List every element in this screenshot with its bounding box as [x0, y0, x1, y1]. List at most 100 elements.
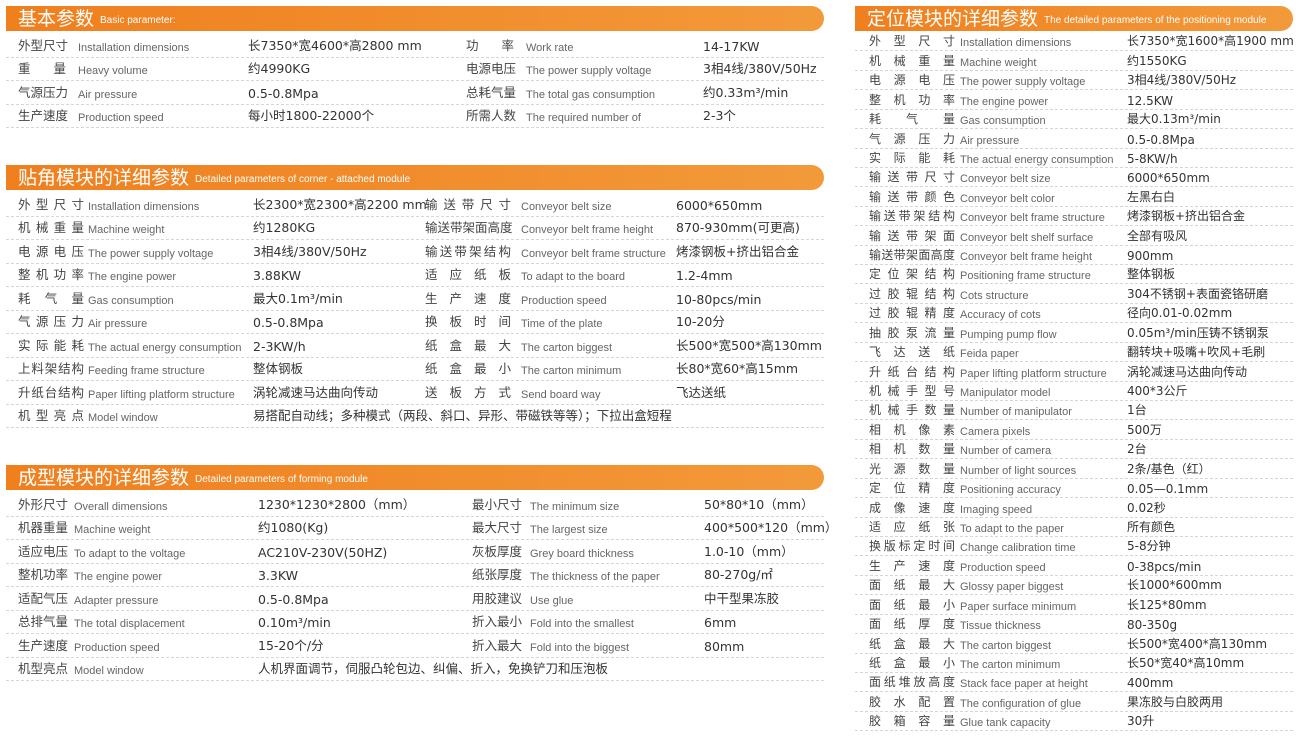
param-value: 0.05—0.1mm	[1127, 482, 1209, 497]
param-label-en: Time of the plate	[521, 318, 603, 330]
table-row: 气源压力 Air pressure 0.5-0.8Mpa 换板时间 Time of th…	[6, 311, 824, 334]
param-label-en: Heavy volume	[78, 65, 148, 78]
param-label-cn: 相机数量	[869, 442, 955, 457]
param-value: 约1280KG	[253, 220, 316, 235]
param-label-en: Manipulator model	[960, 387, 1051, 400]
param-label-cn: 外形尺寸	[18, 496, 69, 512]
table-row: 相机数量 Number of camera 2台	[855, 440, 1293, 460]
table-row: 纸盒最小 The carton minimum 长50*宽40*高10mm	[855, 654, 1293, 673]
param-value: AC210V-230V(50HZ)	[258, 544, 388, 560]
param-label-en: The minimum size	[530, 500, 620, 513]
param-value: 最大0.13m³/min	[1127, 112, 1221, 127]
param-label-en: Conveyor belt frame structure	[521, 247, 666, 260]
param-label-en: Gas consumption	[88, 294, 174, 307]
param-value: 长7350*宽4600*高2800 mm	[248, 37, 422, 53]
param-value: 400mm	[1127, 676, 1174, 691]
param-value: 3.3KW	[258, 568, 298, 583]
param-label-en: Glue tank capacity	[960, 717, 1051, 730]
table-row: 实际能耗 The actual energy consumption 2-3KW/h…	[6, 334, 824, 358]
param-label-en: Stack face paper at height	[960, 678, 1088, 691]
param-label-en: Send board way	[521, 388, 601, 401]
param-label-cn: 抽胶泵流量	[869, 325, 955, 340]
param-label-en: To adapt to the board	[521, 271, 625, 283]
table-row: 机械手型号 Manipulator model 400*3公斤	[855, 382, 1293, 402]
param-label-en: Installation dimensions	[960, 37, 1072, 50]
param-value: 0.5-0.8Mpa	[258, 591, 329, 607]
param-label-en: Air pressure	[88, 318, 148, 330]
param-label-cn: 适配气压	[18, 590, 69, 606]
table-row: 面纸堆放高度 Stack face paper at height 400mm	[855, 673, 1293, 693]
forming-module-section: 成型模块的详细参数 Detailed parameters of forming …	[6, 465, 837, 681]
param-label-cn: 电源电压	[18, 243, 84, 259]
param-label-cn: 折入最大	[472, 637, 523, 653]
param-label-cn: 外型尺寸	[18, 196, 84, 212]
param-label-en: Production speed	[74, 641, 160, 654]
param-label-cn: 整机功率	[18, 267, 84, 282]
param-label-en: Installation dimensions	[78, 41, 190, 54]
param-label-cn: 输送带架结构	[869, 209, 955, 224]
section-title-cn: 定位模块的详细参数	[867, 8, 1039, 30]
param-label-en: The power supply voltage	[960, 76, 1086, 89]
param-label-cn: 输送带架结构	[425, 243, 511, 259]
param-label-cn: 所需人数	[466, 108, 517, 124]
table-row: 定位架结构 Positioning frame structure 整体钢板	[855, 265, 1293, 285]
param-label-cn: 升纸台结构	[18, 384, 84, 400]
param-label-cn: 生产速度	[425, 290, 511, 306]
param-value: 10-80pcs/min	[676, 291, 762, 307]
param-label-cn: 定位架结构	[869, 267, 955, 282]
section-header: 成型模块的详细参数 Detailed parameters of forming …	[6, 465, 824, 490]
param-value: 0.02秒	[1127, 500, 1166, 515]
param-label-en: Conveyor belt color	[960, 192, 1055, 205]
table-row: 机械重量 Machine weight 约1280KG 输送带架面高度 Conveyor…	[6, 217, 824, 240]
param-label-cn: 耗气量	[18, 290, 84, 306]
param-value: 飞达送纸	[676, 384, 727, 400]
param-value: 2条/基色（红）	[1127, 461, 1211, 476]
table-row: 整机功率 The engine power 3.3KW 纸张厚度 The thickne…	[6, 564, 824, 587]
param-label-cn: 面纸厚度	[869, 617, 955, 632]
table-row: 输送带架面高度 Conveyor belt frame height 900mm	[855, 246, 1293, 266]
param-label-cn: 机械手数量	[869, 403, 955, 418]
param-label-cn: 面纸最小	[869, 597, 955, 612]
param-value: 5-8分钟	[1127, 539, 1171, 554]
param-value: 30升	[1127, 714, 1155, 729]
param-label-en: The actual energy consumption	[88, 341, 242, 354]
param-label-en: Production speed	[78, 112, 164, 125]
param-label-cn: 实际能耗	[18, 337, 84, 353]
param-label-en: Work rate	[526, 41, 574, 54]
table-row: 耗气量 Gas consumption 最大0.1m³/min 生产速度 Product…	[6, 287, 824, 311]
param-label-cn: 面纸堆放高度	[869, 675, 955, 690]
param-label-en: The required number of	[526, 112, 641, 125]
param-value: 0.5-0.8Mpa	[1127, 132, 1195, 147]
param-value: 1.0-10（mm）	[704, 543, 794, 559]
param-value: 易搭配自动线；多种模式（两段、斜口、异形、带磁铁等等）；下拉出盒短程	[253, 408, 672, 423]
table-row: 适应纸张 To adapt to the paper 所有颜色	[855, 518, 1293, 537]
param-value: 870-930mm(可更高)	[676, 220, 800, 235]
param-value: 1230*1230*2800（mm）	[258, 496, 416, 512]
param-value: 3相4线/380V/50Hz	[253, 243, 367, 259]
table-row: 外型尺寸 Installation dimensions 长2300*宽2300*高…	[6, 193, 824, 217]
table-row: 胶水配置 The configuration of glue 果冻胶与白胶两用	[855, 692, 1293, 712]
table-row: 适配气压 Adapter pressure 0.5-0.8Mpa 用胶建议 Use gl…	[6, 587, 824, 611]
table-row: 整机功率 The engine power 12.5KW	[855, 90, 1293, 110]
param-value: 涡轮减速马达曲向传动	[1127, 364, 1248, 379]
table-row: 升纸台结构 Paper lifting platform structure 涡轮减…	[855, 362, 1293, 382]
param-label-cn: 用胶建议	[472, 590, 523, 606]
table-row: 生产速度 Production speed 每小时1800-22000个 所需人数 Th…	[6, 105, 824, 129]
table-row: 气源压力 Air pressure 0.5-0.8Mpa	[855, 129, 1293, 149]
section-header: 定位模块的详细参数 The detailed parameters of the …	[855, 6, 1293, 31]
param-label-en: Air pressure	[78, 88, 138, 101]
table-row: 抽胶泵流量 Pumping pump flow 0.05m³/min压铸不锈钢泵	[855, 323, 1293, 343]
table-row: 胶箱容量 Glue tank capacity 30升	[855, 712, 1293, 732]
param-value: 80-270g/㎡	[704, 567, 773, 582]
param-label-en: The thickness of the paper	[530, 571, 660, 583]
param-label-cn: 气源压力	[18, 314, 84, 329]
param-label-en: The carton biggest	[960, 639, 1052, 652]
param-label-en: Gas consumption	[960, 115, 1046, 128]
param-label-en: The engine power	[74, 571, 163, 583]
section-title-cn: 成型模块的详细参数	[18, 467, 190, 489]
param-value: 6mm	[704, 615, 737, 630]
param-label-en: Paper lifting platform structure	[88, 388, 235, 401]
table-row: 成像速度 Imaging speed 0.02秒	[855, 498, 1293, 518]
table-row: 适应电压 To adapt to the voltage AC210V-230V(5…	[6, 540, 824, 564]
param-label-en: Production speed	[521, 294, 607, 307]
